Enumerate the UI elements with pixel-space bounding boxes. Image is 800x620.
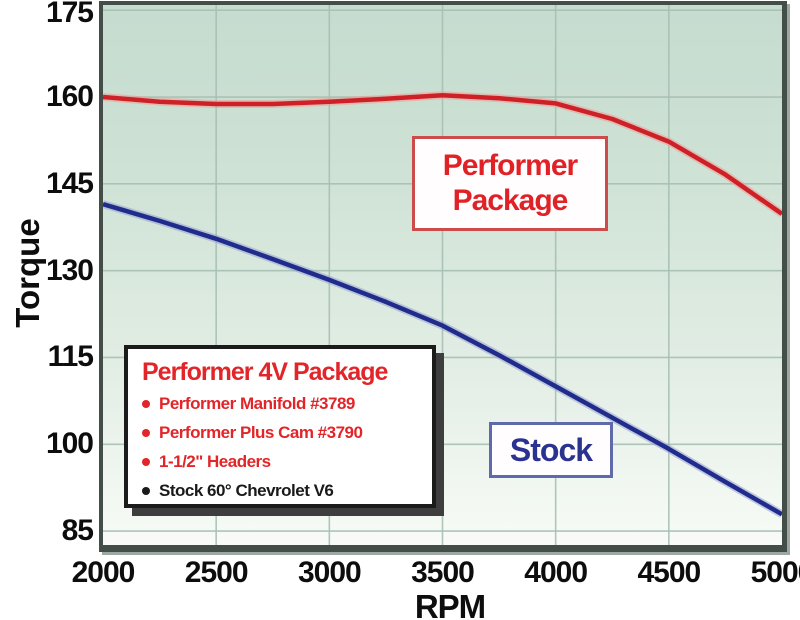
legend-item-1: Performer Plus Cam #3790 (142, 423, 424, 443)
y-tick-label-145: 145 (45, 166, 94, 200)
performer-line (103, 93, 782, 216)
x-tick-label-5000: 5000 (750, 556, 800, 589)
legend-item-0: Performer Manifold #3789 (142, 394, 424, 414)
stock-callout: Stock (489, 422, 613, 478)
y-tick-label-175: 175 (45, 0, 94, 29)
x-tick-label-3500: 3500 (411, 556, 475, 589)
y-tick-label-100: 100 (45, 427, 94, 461)
legend-bullet-icon (142, 487, 150, 495)
performer-package-callout: Performer Package (412, 136, 608, 231)
legend-item-text: Performer Manifold #3789 (159, 394, 355, 413)
x-tick-label-2000: 2000 (71, 556, 136, 589)
legend-item-text: Performer Plus Cam #3790 (159, 423, 363, 442)
y-tick-label-160: 160 (45, 80, 94, 114)
stock-line (103, 201, 782, 517)
legend-item-2: 1-1/2" Headers (142, 452, 424, 472)
x-tick-label-4000: 4000 (524, 556, 588, 589)
y-tick-label-130: 130 (45, 253, 94, 287)
legend-bullet-icon (142, 429, 150, 437)
y-tick-label-115: 115 (47, 340, 94, 374)
performer-callout-line2: Package (452, 183, 569, 217)
y-tick-label-85: 85 (61, 514, 94, 548)
legend-title: Performer 4V Package (142, 358, 388, 386)
x-tick-label-4500: 4500 (637, 556, 701, 589)
x-tick-label-2500: 2500 (184, 556, 249, 589)
x-tick-label-3000: 3000 (297, 556, 362, 589)
legend-item-3: Stock 60° Chevrolet V6 (142, 481, 424, 501)
legend-items: Performer Manifold #3789 Performer Plus C… (142, 394, 424, 501)
legend-item-text: 1-1/2" Headers (159, 452, 271, 471)
x-axis-title: RPM (414, 588, 486, 620)
legend-bullet-icon (142, 458, 150, 466)
performer-callout-line1: Performer (442, 149, 578, 182)
legend-item-text: Stock 60° Chevrolet V6 (159, 481, 334, 500)
legend-bullet-icon (142, 400, 150, 408)
legend-box: Performer 4V Package Performer Manifold … (124, 345, 436, 508)
stock-callout-text: Stock (509, 431, 593, 468)
